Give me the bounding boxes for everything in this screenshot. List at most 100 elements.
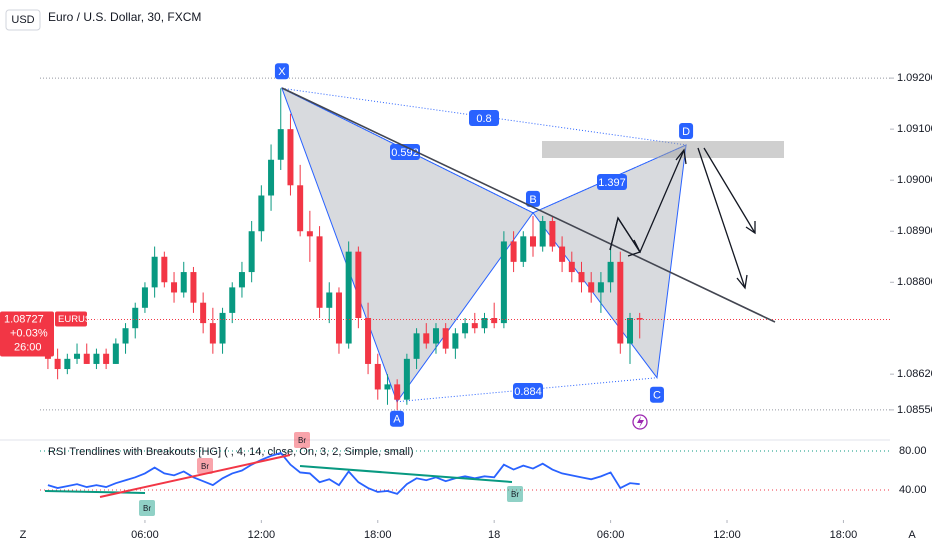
target-zone — [542, 141, 784, 158]
candle-body — [355, 251, 362, 319]
rsi-support-line — [299, 465, 513, 483]
candle-body — [74, 353, 81, 359]
candle-body — [238, 272, 245, 288]
breakout-label: Br — [298, 436, 306, 445]
candle-body — [141, 287, 148, 308]
candle-body — [384, 384, 391, 390]
last-price-box — [0, 311, 54, 357]
candle-body — [277, 129, 284, 160]
candle-body — [132, 307, 139, 329]
y-tick-label: 1.08550 — [897, 404, 932, 416]
candle-body — [229, 287, 236, 313]
pattern-point-box — [389, 410, 404, 427]
plot-layer: 1.09200 1.09100 1.09000 1.08900 1.08800 1.086… — [0, 63, 932, 541]
arrow-head — [736, 274, 748, 290]
candle-body — [161, 256, 168, 283]
x-tick-label: 18:00 — [830, 529, 858, 541]
pattern-point-box — [649, 386, 664, 403]
breakout-label: Br — [511, 490, 519, 499]
candle-body — [529, 236, 536, 247]
currency[interactable]: USD — [11, 14, 34, 26]
x-tick-label: 18:00 — [364, 529, 392, 541]
candle-body — [607, 261, 614, 283]
event-icon-bolt — [637, 416, 644, 428]
arrow-line — [697, 147, 746, 289]
candle-body — [627, 318, 634, 344]
candle-body — [539, 221, 546, 247]
breakout-box — [139, 500, 155, 516]
candle-body — [268, 159, 275, 196]
x-tick-label: 18 — [488, 529, 500, 541]
candle-body — [83, 353, 90, 364]
candle-body — [54, 358, 61, 370]
countdown-label: 26:00 — [14, 341, 42, 353]
candle-body — [180, 272, 187, 293]
arrow-head — [745, 221, 756, 235]
ratio-label: 0.8 — [476, 113, 491, 125]
pattern-point-label: X — [278, 66, 286, 78]
candle-body — [219, 312, 226, 344]
breakout-box — [197, 458, 213, 474]
tz-button[interactable]: Z — [20, 529, 27, 541]
arrow-path — [609, 149, 685, 254]
candle-body — [491, 318, 498, 324]
y-tick-label: 1.09200 — [897, 72, 932, 84]
indicator-title: RSI Trendlines with Breakouts [HG] ( , 4… — [48, 446, 414, 458]
candle-body — [151, 256, 158, 288]
candle-body — [209, 323, 216, 344]
rsi-line — [47, 451, 640, 495]
symbol-box — [55, 311, 87, 327]
candle-body — [287, 129, 294, 186]
candle-body — [112, 343, 119, 364]
candle-body — [413, 333, 420, 359]
ratio-box — [513, 383, 543, 399]
candle-body — [316, 236, 323, 308]
candle-body — [617, 261, 624, 344]
candle-body — [481, 318, 488, 329]
breakout-box — [507, 486, 523, 502]
trendline — [281, 87, 776, 323]
candle-body — [190, 272, 197, 303]
candle-body — [500, 241, 507, 324]
candle-body — [171, 282, 178, 293]
candle-body — [335, 292, 342, 344]
ratio-box — [469, 110, 499, 126]
pattern-point-box — [679, 122, 694, 139]
ratio-box — [390, 144, 420, 160]
breakout-label: Br — [143, 504, 151, 513]
x-tick-label: 06:00 — [131, 529, 159, 541]
candle-body — [578, 272, 585, 283]
pattern-point-label: A — [393, 414, 401, 426]
candle-body — [326, 292, 333, 308]
rsi-support-line — [44, 490, 146, 494]
candle-body — [394, 384, 401, 400]
candle-body — [200, 302, 207, 324]
candle-body — [64, 358, 71, 370]
candle-body — [549, 221, 556, 247]
candle-body — [588, 282, 595, 293]
candle-body — [462, 323, 469, 334]
pattern-point-label: C — [653, 390, 661, 402]
candle-body — [403, 358, 410, 400]
pattern-point-label: D — [682, 126, 690, 138]
candle-body — [568, 261, 575, 273]
candle-body — [442, 328, 449, 349]
candle-body — [258, 195, 265, 232]
candle-body — [471, 323, 478, 329]
pattern-ratio-line — [532, 144, 687, 214]
ratio-label: 0.592 — [391, 147, 419, 159]
pattern-point-box — [525, 190, 540, 207]
candle-body — [520, 236, 527, 262]
x-tick-label: 12:00 — [248, 529, 276, 541]
auto-button[interactable]: A — [908, 529, 916, 541]
arrow-head — [675, 148, 687, 165]
ratio-label: 1.397 — [598, 177, 626, 189]
breakout-box — [294, 432, 310, 448]
candle-body — [432, 328, 439, 344]
change-label: +0.03% — [10, 327, 48, 339]
rsi-resistance-line — [99, 454, 291, 498]
candle-body — [122, 328, 129, 344]
currency-box[interactable] — [5, 9, 41, 31]
candle-body — [306, 231, 313, 237]
